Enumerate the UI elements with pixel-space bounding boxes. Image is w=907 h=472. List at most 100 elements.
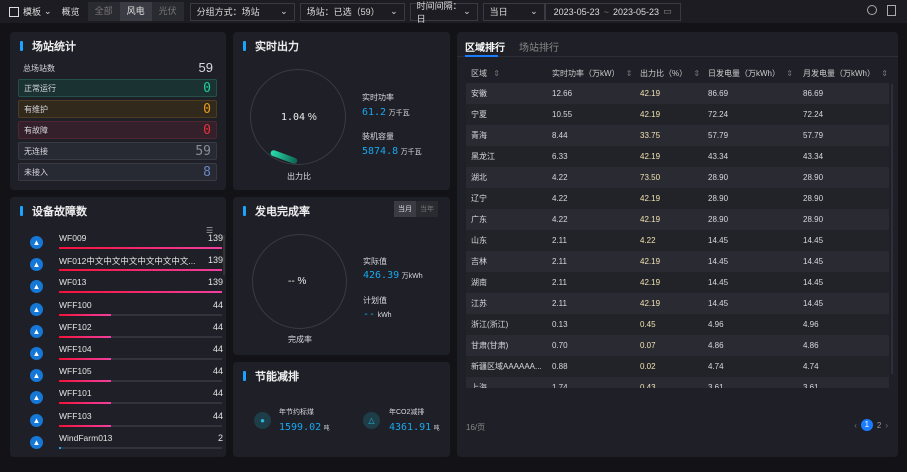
fault-bar-track bbox=[59, 291, 222, 294]
table-cell: 安徽 bbox=[471, 89, 487, 98]
sort-icon: ⇕ bbox=[493, 68, 500, 78]
table-row[interactable]: 浙江(浙江) 0.13 0.45 4.96 4.96 bbox=[466, 314, 889, 335]
interval-select[interactable]: 时间间隔：日 ⌄ bbox=[409, 1, 478, 24]
table-cell: 0.70 bbox=[552, 341, 568, 350]
table-row[interactable]: 青海 8.44 33.75 57.79 57.79 bbox=[466, 125, 889, 146]
export-icon[interactable] bbox=[887, 5, 896, 16]
wind-farm-icon: ▲ bbox=[30, 236, 43, 249]
table-cell: 28.90 bbox=[708, 173, 729, 182]
table-row[interactable]: 宁夏 10.55 42.19 72.24 72.24 bbox=[466, 104, 889, 125]
table-row[interactable]: 湖南 2.11 42.19 14.45 14.45 bbox=[466, 272, 889, 293]
fault-item[interactable]: ▲ WFF100 44 bbox=[28, 300, 223, 322]
period-select[interactable]: 当日 ⌄ bbox=[482, 2, 545, 21]
table-cell: 0.45 bbox=[640, 320, 656, 329]
panel-title: 设备故障数 bbox=[20, 203, 87, 219]
type-all[interactable]: 全部 bbox=[94, 6, 113, 16]
column-header[interactable]: 出力比（%） ⇕ bbox=[640, 68, 701, 78]
fault-item[interactable]: ▲ WF012中文中文中文中文中文中文... 139 bbox=[28, 255, 223, 277]
fault-item[interactable]: ▲ WindFarm013 2 bbox=[28, 433, 223, 455]
table-cell: 山东 bbox=[471, 236, 487, 245]
status-row[interactable]: 无连接 59 bbox=[18, 142, 217, 160]
table-cell: 0.88 bbox=[552, 362, 568, 371]
table-cell: 4.22 bbox=[552, 215, 568, 224]
table-cell: 72.24 bbox=[708, 110, 729, 119]
next-page-icon[interactable]: › bbox=[885, 420, 888, 430]
table-row[interactable]: 辽宁 4.22 42.19 28.90 28.90 bbox=[466, 188, 889, 209]
table-row[interactable]: 安徽 12.66 42.19 86.69 86.69 bbox=[466, 83, 889, 104]
table-row[interactable]: 山东 2.11 4.22 14.45 14.45 bbox=[466, 230, 889, 251]
fault-count: 139 bbox=[207, 277, 223, 288]
table-row[interactable]: 甘肃(甘肃) 0.70 0.07 4.86 4.86 bbox=[466, 335, 889, 356]
fault-item[interactable]: ▲ WFF104 44 bbox=[28, 344, 223, 366]
fault-item[interactable]: ▲ WFF101 44 bbox=[28, 388, 223, 410]
target-icon[interactable] bbox=[867, 5, 877, 15]
page-2[interactable]: 2 bbox=[876, 420, 882, 430]
device-faults-panel: 设备故障数 ☰ ▲ WF009 139 ▲ WF012中文中文中文中文中文中文... 13… bbox=[10, 197, 226, 457]
group-select[interactable]: 分组方式：场站 ⌄ bbox=[189, 2, 295, 21]
coal-value: 1599.02 吨 bbox=[279, 422, 330, 433]
station-name: WFF104 bbox=[59, 344, 92, 354]
tab-month[interactable]: 当月 bbox=[394, 201, 416, 217]
table-cell: 4.22 bbox=[552, 194, 568, 203]
status-row[interactable]: 有维护 0 bbox=[18, 100, 217, 118]
station-select[interactable]: 场站：已选（59） ⌄ bbox=[299, 2, 405, 21]
template-menu[interactable]: 模板 ⌄ bbox=[9, 3, 52, 20]
prev-page-icon[interactable]: ‹ bbox=[854, 420, 857, 430]
fault-item[interactable]: ▲ WFF102 44 bbox=[28, 322, 223, 344]
table-cell: 14.45 bbox=[803, 299, 824, 308]
table-cell: 28.90 bbox=[803, 215, 824, 224]
status-row[interactable]: 正常运行 0 bbox=[18, 79, 217, 97]
fault-item[interactable]: ▲ WFF105 44 bbox=[28, 366, 223, 388]
table-row[interactable]: 广东 4.22 42.19 28.90 28.90 bbox=[466, 209, 889, 230]
wind-farm-icon: ▲ bbox=[30, 347, 43, 360]
table-cell: 2.11 bbox=[552, 236, 567, 245]
status-row[interactable]: 有故障 0 bbox=[18, 121, 217, 139]
date-range-picker[interactable]: 2023-05-23 ~2023-05-23 ▭ bbox=[544, 2, 681, 21]
type-wind[interactable]: 风电 bbox=[119, 2, 152, 21]
table-row[interactable]: 湖北 4.22 73.50 28.90 28.90 bbox=[466, 167, 889, 188]
sort-icon[interactable]: ☰ bbox=[206, 226, 214, 235]
status-row[interactable]: 未接入 8 bbox=[18, 163, 217, 181]
table-cell: 42.19 bbox=[640, 110, 661, 119]
tab-station-ranking[interactable]: 场站排行 bbox=[519, 43, 559, 54]
fault-item[interactable]: ▲ WFF103 44 bbox=[28, 411, 223, 433]
table-row[interactable]: 上海 1.74 0.43 3.61 3.61 bbox=[466, 377, 889, 388]
scrollbar[interactable] bbox=[223, 235, 225, 275]
column-header[interactable]: 实时功率（万kW） ⇕ bbox=[552, 68, 633, 78]
fault-item[interactable]: ▲ WF009 139 bbox=[28, 233, 223, 255]
tab-region-ranking[interactable]: 区域排行 bbox=[465, 43, 505, 54]
station-name: WFF100 bbox=[59, 299, 92, 310]
table-cell: 28.90 bbox=[708, 194, 729, 203]
table-cell: 2.11 bbox=[552, 278, 567, 287]
calendar-icon: ▭ bbox=[663, 6, 672, 16]
page-1[interactable]: 1 bbox=[860, 419, 873, 431]
fault-bar-track bbox=[59, 402, 222, 405]
completion-rate-panel: 发电完成率 当月 当年 -- % 完成率 实际值 426.39 万kWh 计划值… bbox=[233, 197, 450, 355]
table-cell: 42.19 bbox=[640, 152, 661, 161]
fault-item[interactable]: ▲ WF013 139 bbox=[28, 277, 223, 299]
coal-icon: ● bbox=[254, 412, 271, 429]
table-row[interactable]: 吉林 2.11 42.19 14.45 14.45 bbox=[466, 251, 889, 272]
station-name: WFF101 bbox=[59, 388, 92, 399]
table-row[interactable]: 江苏 2.11 42.19 14.45 14.45 bbox=[466, 293, 889, 314]
column-header[interactable]: 区域 ⇕ bbox=[471, 68, 500, 78]
power-value: 61.2 万千瓦 bbox=[362, 107, 410, 118]
table-cell: 28.90 bbox=[708, 215, 729, 224]
type-solar[interactable]: 光伏 bbox=[158, 6, 177, 16]
scrollbar[interactable] bbox=[891, 84, 893, 374]
fault-bar bbox=[59, 291, 222, 294]
table-cell: 宁夏 bbox=[471, 110, 487, 119]
realtime-output-panel: 实时出力 1.04 % 出力比 实时功率 61.2 万千瓦 装机容量 5874.… bbox=[233, 32, 450, 190]
table-row[interactable]: 黑龙江 6.33 42.19 43.34 43.34 bbox=[466, 146, 889, 167]
pagination: ‹ 1 2 › bbox=[854, 419, 888, 431]
table-row[interactable]: 新疆区域AAAAAA... 0.88 0.02 4.74 4.74 bbox=[466, 356, 889, 377]
column-header[interactable]: 月发电量（万kWh） ⇕ bbox=[803, 68, 888, 78]
tab-year[interactable]: 当年 bbox=[420, 206, 434, 213]
fault-bar bbox=[59, 335, 111, 338]
table-cell: 42.19 bbox=[640, 89, 661, 98]
fault-bar-track bbox=[59, 269, 222, 272]
page-size[interactable]: 16/页 bbox=[466, 423, 486, 432]
column-header[interactable]: 日发电量（万kWh） ⇕ bbox=[708, 68, 793, 78]
overview-link[interactable]: 概览 bbox=[61, 7, 80, 17]
period-tabs: 当月 当年 bbox=[394, 201, 438, 217]
